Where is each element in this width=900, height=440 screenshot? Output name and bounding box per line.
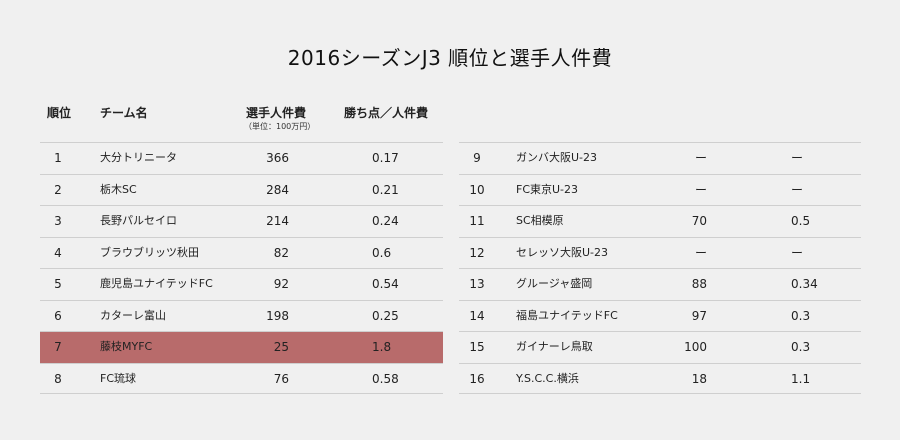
salary-cell: 366 xyxy=(266,151,289,165)
rank-cell: 14 xyxy=(469,308,485,323)
left-table: 1 大分トリニータ 366 0.17 2 栃木SC 284 0.21 3 長野パルセイロ 214 0.… xyxy=(40,142,443,394)
table-row: 9 ガンバ大阪U-23 ー ー xyxy=(459,142,861,174)
table-row: 13 グルージャ盛岡 88 0.34 xyxy=(459,268,861,300)
salary-cell: 284 xyxy=(266,182,289,197)
team-cell: 鹿児島ユナイテッドFC xyxy=(100,277,213,290)
rank-cell: 16 xyxy=(469,371,485,386)
right-table: 9 ガンバ大阪U-23 ーー 10 FC東京U-23 ーー 11 SC相模原 70 0.5 12 セレ… xyxy=(459,142,861,394)
rank-cell: 9 xyxy=(473,151,481,165)
salary-cell: ー xyxy=(694,245,707,260)
table-row: 3 長野パルセイロ 214 0.24 xyxy=(40,205,443,237)
team-cell: Y.S.C.C.横浜 xyxy=(516,371,579,385)
table-row: 12 セレッソ大阪U-23 ー ー xyxy=(459,236,861,269)
rank-cell: 10 xyxy=(469,182,485,197)
table-row: 14 福島ユナイテッドFC 97 0.3 xyxy=(459,299,861,332)
rank-cell: 4 xyxy=(54,245,62,260)
table-row: 10 FC東京U-23 ー ー xyxy=(459,173,861,206)
table-row: 7 藤枝MYFC 25 1.8 xyxy=(40,331,443,363)
table-row: 8 FC琉球 76 0.58 xyxy=(40,362,443,394)
ratio-cell: ー xyxy=(791,151,804,165)
rank-cell: 5 xyxy=(54,277,62,291)
salary-cell: 82 xyxy=(273,245,289,260)
rank-cell: 12 xyxy=(469,245,485,260)
table-row: 16 Y.S.C.C.横浜 18 1.1 xyxy=(459,362,861,394)
salary-cell: ー xyxy=(694,182,707,197)
ratio-cell: 0.25 xyxy=(372,308,399,323)
salary-cell: 198 xyxy=(266,308,289,323)
team-cell: セレッソ大阪U-23 xyxy=(516,245,609,259)
team-cell: 藤枝MYFC xyxy=(100,340,153,353)
rank-cell: 11 xyxy=(469,214,485,228)
ratio-cell: 0.6 xyxy=(372,245,392,260)
rank-cell: 15 xyxy=(469,340,485,354)
salary-cell: ー xyxy=(694,151,707,165)
table-row: 11 SC相模原 70 0.5 xyxy=(459,205,861,237)
table-row: 1 大分トリニータ 366 0.17 xyxy=(40,142,443,174)
salary-cell: 76 xyxy=(273,371,289,386)
ratio-cell: 0.3 xyxy=(791,308,811,323)
salary-cell: 97 xyxy=(691,308,707,323)
team-cell: 大分トリニータ xyxy=(100,151,177,164)
team-cell: 長野パルセイロ xyxy=(100,214,177,227)
ratio-cell: 0.58 xyxy=(372,371,399,386)
rank-cell: 7 xyxy=(54,340,62,354)
ratio-cell: 0.17 xyxy=(372,151,399,165)
table-row: 2 栃木SC 284 0.21 xyxy=(40,173,443,206)
header-ratio: 勝ち点／人件費 xyxy=(344,106,429,120)
team-cell: ブラウブリッツ秋田 xyxy=(100,245,199,259)
team-cell: FC琉球 xyxy=(100,371,137,385)
team-cell: FC東京U-23 xyxy=(516,182,579,196)
ratio-cell: 0.5 xyxy=(791,214,811,228)
header-rank: 順位 xyxy=(47,106,72,120)
salary-cell: 25 xyxy=(273,340,289,354)
salary-cell: 100 xyxy=(684,340,707,354)
header-salary: 選手人件費 xyxy=(246,106,307,120)
table-row: 15 ガイナーレ鳥取 100 0.3 xyxy=(459,331,861,363)
ratio-cell: 1.8 xyxy=(372,340,392,354)
ratio-cell: 0.3 xyxy=(791,340,811,354)
page-title: 2016シーズンJ3 順位と選手人件費 xyxy=(287,46,613,70)
ratio-cell: 0.24 xyxy=(372,214,399,228)
ratio-cell: 0.34 xyxy=(791,277,818,291)
ratio-cell: 1.1 xyxy=(791,371,811,386)
team-cell: ガンバ大阪U-23 xyxy=(516,151,598,164)
rank-cell: 8 xyxy=(54,371,62,386)
ratio-cell: 0.21 xyxy=(372,182,399,197)
team-cell: ガイナーレ鳥取 xyxy=(516,340,593,353)
table-row: 6 カターレ富山 198 0.25 xyxy=(40,299,443,332)
salary-cell: 70 xyxy=(691,214,707,228)
ratio-cell: 0.54 xyxy=(372,277,399,291)
rank-cell: 6 xyxy=(54,308,62,323)
salary-cell: 92 xyxy=(273,277,289,291)
header-salary-unit: （単位：100万円） xyxy=(244,122,316,131)
team-cell: グルージャ盛岡 xyxy=(516,277,593,290)
table-row: 4 ブラウブリッツ秋田 82 0.6 xyxy=(40,236,443,269)
salary-cell: 88 xyxy=(691,277,707,291)
table-row: 5 鹿児島ユナイテッドFC 92 0.54 xyxy=(40,268,443,300)
team-cell: 福島ユナイテッドFC xyxy=(516,308,618,322)
ratio-cell: ー xyxy=(791,182,804,197)
rank-cell: 2 xyxy=(54,182,62,197)
rank-cell: 1 xyxy=(54,151,62,165)
salary-cell: 18 xyxy=(691,371,707,386)
team-cell: カターレ富山 xyxy=(100,308,166,322)
rank-cell: 13 xyxy=(469,277,485,291)
team-cell: SC相模原 xyxy=(516,214,564,227)
ratio-cell: ー xyxy=(791,245,804,260)
salary-cell: 214 xyxy=(266,214,289,228)
header-team: チーム名 xyxy=(100,106,148,120)
team-cell: 栃木SC xyxy=(100,182,137,196)
rank-cell: 3 xyxy=(54,214,62,228)
